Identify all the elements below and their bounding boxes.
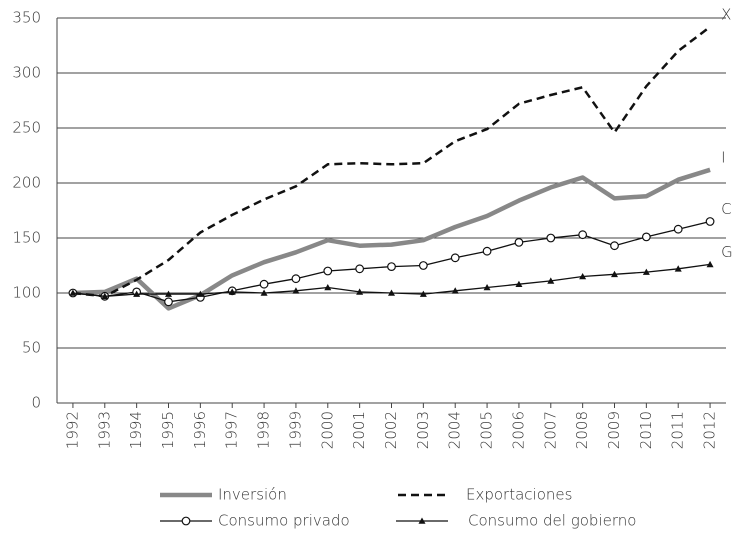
legend-label: Consumo del gobierno	[468, 512, 636, 530]
marker	[610, 241, 619, 251]
y-tick-label: 250	[12, 119, 41, 137]
marker	[196, 290, 204, 297]
y-tick-label: 350	[12, 9, 41, 27]
marker	[641, 232, 651, 242]
y-tick-label: 200	[12, 174, 41, 192]
end-label: I	[721, 148, 725, 166]
marker	[706, 260, 714, 268]
marker	[228, 288, 236, 295]
marker	[483, 284, 491, 291]
marker	[578, 230, 588, 240]
x-tick-label: 2009	[605, 411, 623, 449]
marker	[387, 262, 396, 272]
x-tick-label: 1996	[191, 411, 209, 449]
marker	[164, 297, 173, 307]
legend-label: Inversión	[218, 486, 287, 504]
x-tick-label: 1994	[127, 411, 145, 449]
marker	[674, 265, 682, 272]
marker	[705, 217, 715, 226]
marker	[356, 288, 364, 295]
x-tick-label: 1997	[223, 411, 241, 449]
marker	[291, 274, 301, 284]
x-tick-label: 2010	[637, 411, 655, 449]
x-tick-label: 2012	[701, 411, 719, 449]
x-tick-label: 2007	[541, 411, 559, 449]
marker	[579, 273, 587, 280]
x-tick-label: 2008	[573, 411, 591, 449]
end-label: X	[721, 5, 731, 23]
marker	[514, 237, 524, 247]
y-tick-label: 0	[31, 394, 41, 412]
x-tick-label: 1993	[95, 411, 113, 449]
series-line	[72, 25, 711, 298]
marker	[450, 253, 460, 263]
marker	[181, 516, 191, 526]
marker	[546, 233, 556, 243]
marker	[673, 224, 683, 234]
series-line	[72, 167, 711, 311]
y-tick-label: 150	[12, 229, 41, 247]
legend-label: Exportaciones	[466, 486, 572, 504]
marker	[611, 270, 618, 278]
x-tick-label: 2006	[509, 411, 527, 449]
marker	[101, 292, 109, 300]
marker	[260, 289, 268, 296]
marker	[419, 290, 427, 297]
marker	[69, 289, 77, 296]
x-tick-label: 2003	[414, 411, 432, 449]
y-tick-label: 300	[12, 64, 41, 82]
marker	[418, 517, 426, 524]
x-tick-label: 1999	[286, 411, 304, 449]
x-tick-label: 2004	[446, 411, 464, 449]
x-tick-label: 2011	[669, 411, 687, 449]
marker	[165, 290, 172, 297]
x-tick-label: 1992	[63, 411, 81, 449]
marker	[388, 289, 395, 296]
marker	[324, 284, 332, 291]
x-tick-label: 1998	[255, 411, 273, 449]
x-tick-label: 2002	[382, 411, 400, 449]
x-tick-label: 2001	[350, 411, 368, 449]
legend-label: Consumo privado	[218, 512, 350, 530]
end-label: G	[721, 243, 733, 261]
marker	[515, 280, 523, 287]
x-tick-label: 1995	[159, 411, 177, 449]
x-tick-label: 2005	[478, 411, 496, 449]
x-tick-label: 2000	[318, 411, 336, 449]
marker	[418, 261, 428, 270]
marker	[259, 279, 269, 289]
marker	[133, 290, 141, 297]
marker	[547, 277, 555, 284]
y-tick-label: 50	[22, 339, 41, 357]
marker	[355, 264, 365, 274]
marker	[482, 246, 492, 256]
y-tick-label: 100	[12, 284, 41, 302]
marker	[292, 287, 300, 294]
end-label: C	[721, 200, 731, 218]
marker	[642, 268, 650, 275]
marker	[323, 266, 333, 276]
marker	[451, 287, 459, 294]
